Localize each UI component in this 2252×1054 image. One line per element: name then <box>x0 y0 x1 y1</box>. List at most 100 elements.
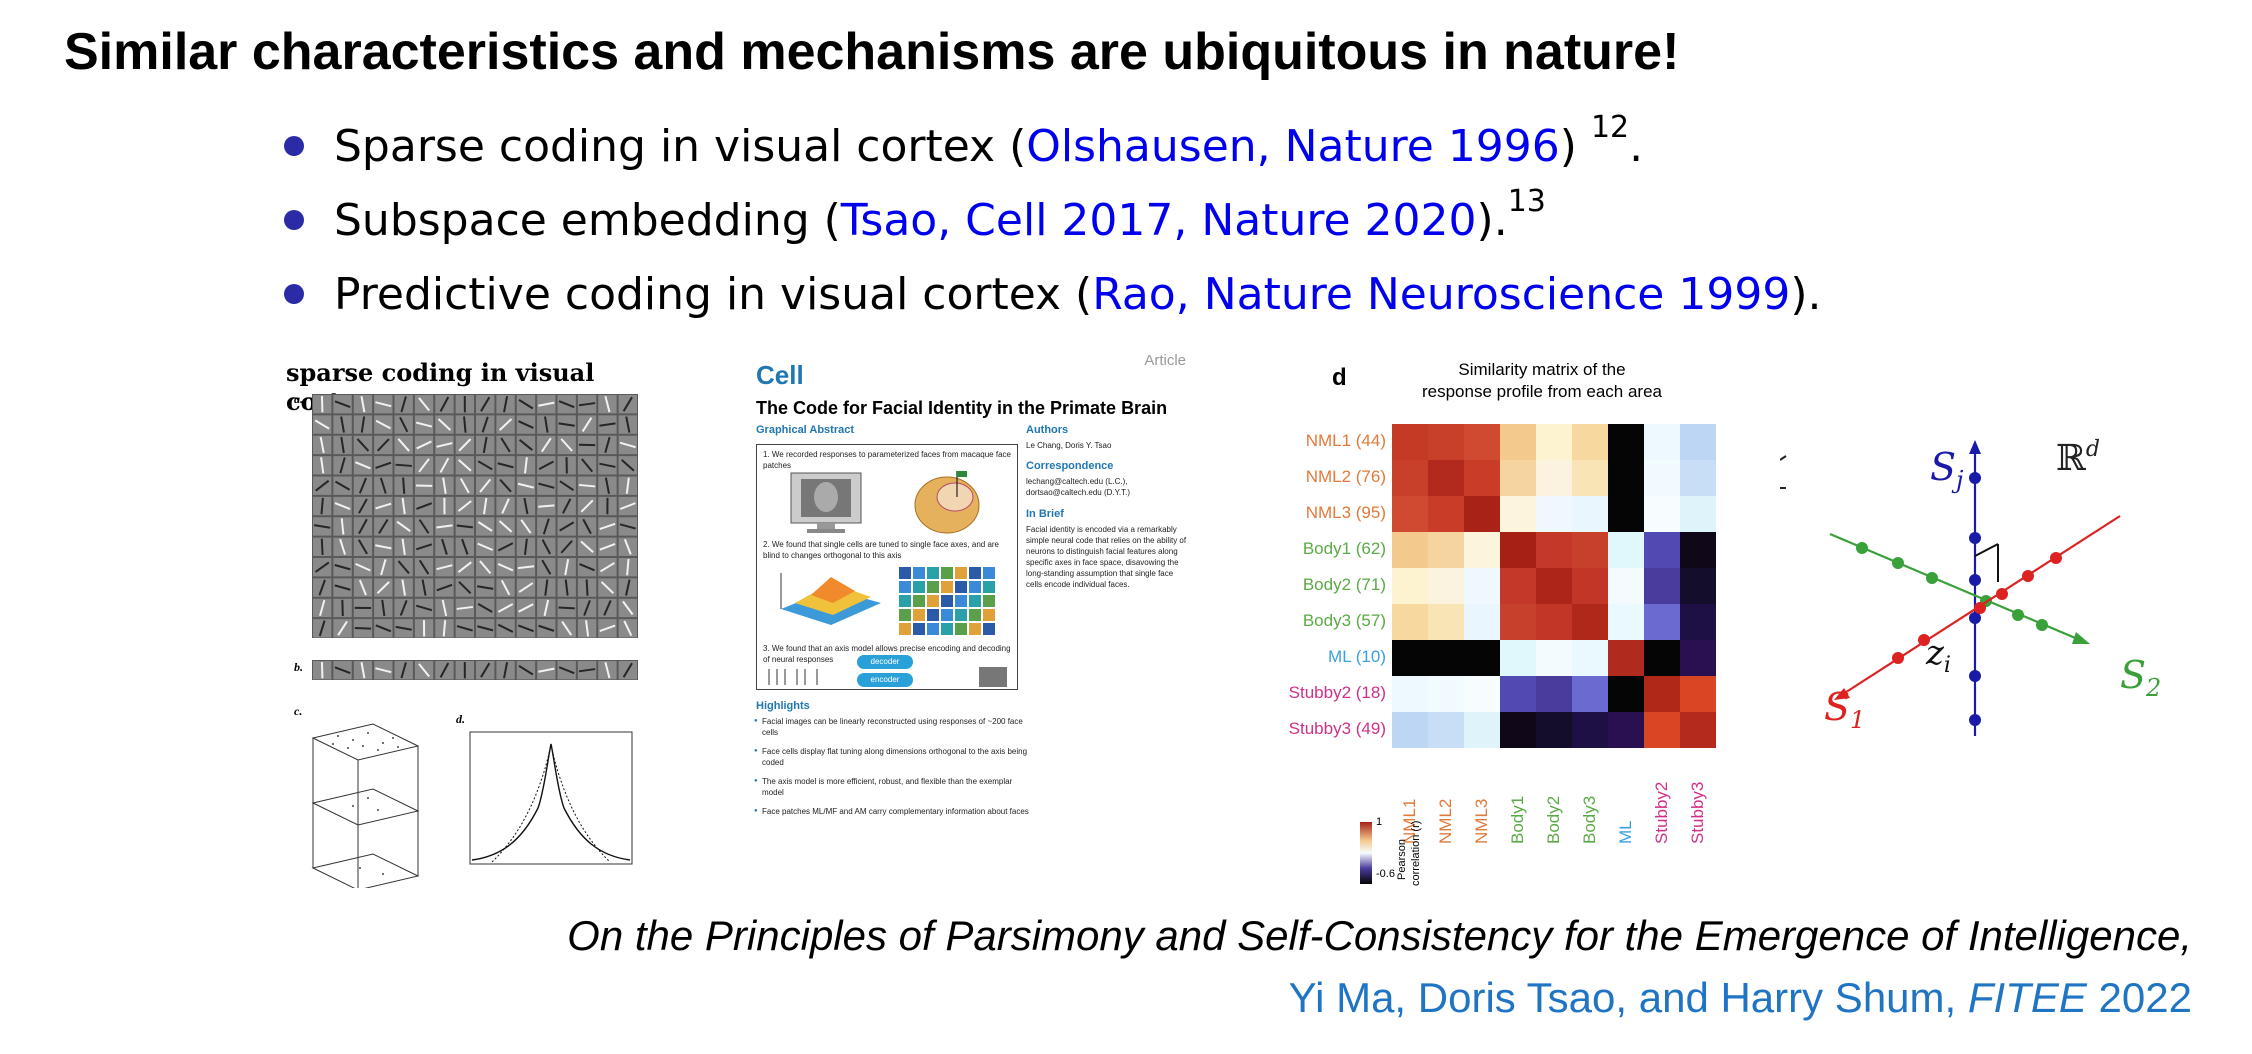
basis-stroke <box>355 562 371 572</box>
basis-stroke <box>544 416 549 433</box>
column-label: ML <box>1616 820 1635 844</box>
label-sj: Sj <box>1930 445 1964 494</box>
basis-stroke <box>477 460 493 471</box>
similarity-heatmap <box>1392 424 1716 748</box>
heatmap-cell <box>1644 532 1681 569</box>
column-label: Stubby3 <box>1688 781 1707 844</box>
heatmap-cell <box>1464 460 1501 497</box>
basis-stroke <box>456 625 473 632</box>
basis-stroke <box>459 478 470 494</box>
heatmap-cell <box>1464 676 1501 713</box>
projection-mark <box>1974 543 1999 557</box>
basis-stroke <box>476 585 494 590</box>
basis-stroke <box>358 477 367 494</box>
citation-author-names: Yi Ma, Doris Tsao, and Harry Shum, <box>1288 974 1968 1021</box>
highlight-item: Face cells display flat tuning along dim… <box>754 746 1032 768</box>
basis-stroke <box>421 579 427 596</box>
face-tile <box>927 609 939 621</box>
column-label: Body3 <box>1580 795 1599 844</box>
heatmap-cell <box>1464 712 1501 748</box>
basis-stroke <box>396 520 411 533</box>
bullet-dot <box>284 136 304 156</box>
basis-stroke <box>441 538 448 555</box>
reference-link-rao[interactable]: Rao, Nature Neuroscience 1999 <box>1092 269 1791 320</box>
basis-stroke <box>456 605 474 610</box>
face-tile <box>927 623 939 635</box>
abstract-step-3: 3. We found that an axis model allows pr… <box>763 644 1011 664</box>
basis-stroke <box>579 563 595 572</box>
basis-stroke <box>439 457 450 473</box>
basis-stroke <box>564 579 569 596</box>
face-tile <box>969 595 981 607</box>
basis-stroke <box>518 582 534 593</box>
basis-stroke <box>436 442 453 448</box>
basis-stroke <box>538 624 555 632</box>
heatmap-cell <box>1464 640 1501 677</box>
basis-stroke <box>418 397 430 412</box>
citation-title: On the Principles of Parsimony and Self-… <box>567 912 2192 959</box>
basis-stroke <box>401 579 406 596</box>
reference-link-tsao[interactable]: Tsao, Cell 2017, Nature 2020 <box>840 195 1477 246</box>
reference-link-olshausen[interactable]: Olshausen, Nature 1996 <box>1026 121 1560 172</box>
citation-year: 2022 <box>2086 974 2192 1021</box>
heatmap-cell <box>1500 460 1537 497</box>
face-tile <box>983 595 995 607</box>
basis-stroke <box>480 662 491 678</box>
face-tile <box>913 609 925 621</box>
colorbar-max: 1 <box>1376 816 1383 828</box>
heatmap-cell <box>1392 676 1429 713</box>
basis-stroke <box>375 419 391 430</box>
basis-stroke <box>518 603 534 613</box>
row-label: NML2 (76) <box>1305 467 1386 486</box>
basis-stroke <box>560 540 573 554</box>
heatmap-cell <box>1464 424 1501 461</box>
row-label: Body3 (57) <box>1302 611 1386 630</box>
colorbar <box>1360 822 1372 884</box>
basis-stroke <box>401 538 406 556</box>
basis-stroke <box>340 518 345 535</box>
heatmap-cell <box>1500 496 1537 533</box>
encoder-pill: encoder <box>857 673 913 687</box>
bullet-text-end: ). <box>1476 195 1508 246</box>
column-labels: NML1 NML2 NML3 Body1 Body2 Body3 ML Stubby2 Stub… <box>1392 754 1716 854</box>
receptive-field-grid <box>312 394 638 638</box>
row-label: Body2 (71) <box>1302 575 1386 594</box>
paper-title: The Code for Facial Identity in the Prim… <box>756 398 1168 418</box>
face-tile <box>941 623 953 635</box>
basis-stroke <box>523 457 528 474</box>
matrix-title-line2: response profile from each area <box>1421 382 1663 401</box>
in-brief-heading: In Brief <box>1026 508 1064 520</box>
basis-stroke <box>457 500 472 512</box>
macaque-brain-illustration <box>914 471 980 534</box>
correspondence-heading: Correspondence <box>1026 460 1114 472</box>
heatmap-cell <box>1536 604 1573 641</box>
heatmap-cell <box>1536 676 1573 713</box>
correspondence-text: lechang@caltech.edu (L.C.), dortsao@calt… <box>1026 477 1131 497</box>
arrowhead <box>1969 440 1981 454</box>
basis-stroke <box>400 662 407 679</box>
basis-stroke <box>355 461 371 470</box>
heatmap-cell <box>1500 712 1537 748</box>
graphical-abstract-box: 1. We recorded responses to parameterize… <box>756 444 1018 690</box>
row-label: Stubby2 (18) <box>1288 683 1386 702</box>
basis-stroke <box>375 461 392 469</box>
basis-stroke <box>436 524 453 529</box>
in-brief-text: Facial identity is encoded via a remarka… <box>1026 525 1187 589</box>
basis-stroke <box>456 524 474 529</box>
heatmap-cell <box>1428 568 1465 605</box>
highlight-item: Facial images can be linearly reconstruc… <box>754 716 1032 738</box>
colorbar-min: -0.6 <box>1376 868 1395 880</box>
monitor-illustration <box>790 472 862 533</box>
matrix-title-line1: Similarity matrix of the <box>1458 360 1626 379</box>
basis-stroke <box>376 581 390 594</box>
basis-stroke <box>477 602 493 613</box>
heatmap-cell <box>1608 604 1645 641</box>
heatmap-cell <box>1572 712 1609 748</box>
heatmap-cell <box>1572 460 1609 497</box>
heatmap-cell <box>1392 640 1429 677</box>
heatmap-cell <box>1428 460 1465 497</box>
basis-stroke <box>320 538 324 556</box>
basis-stroke <box>559 521 575 532</box>
heatmap-cell <box>1428 640 1465 677</box>
column-label: NML2 <box>1436 798 1455 844</box>
